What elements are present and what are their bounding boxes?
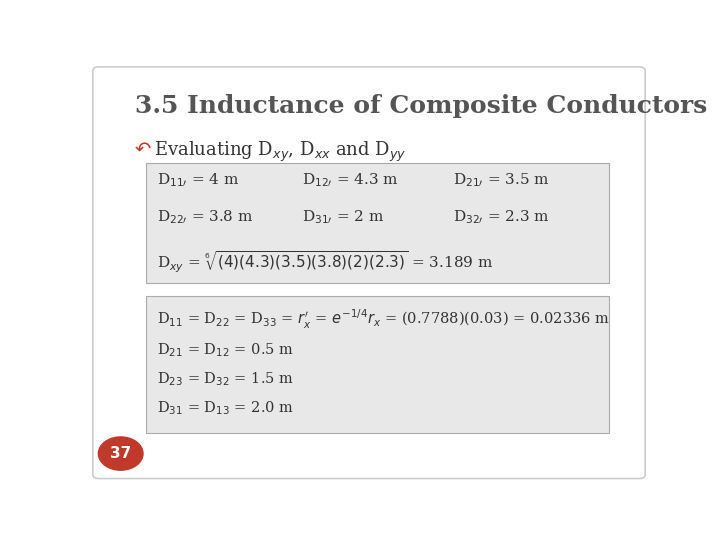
Text: Evaluating D$_{xy}$, D$_{xx}$ and D$_{yy}$: Evaluating D$_{xy}$, D$_{xx}$ and D$_{yy… — [154, 140, 407, 164]
FancyBboxPatch shape — [145, 163, 609, 283]
Text: D$_{11\prime}$ = 4 m: D$_{11\prime}$ = 4 m — [157, 171, 239, 188]
Text: D$_{11}$ = D$_{22}$ = D$_{33}$ = $r^{\prime}_{x}$ = $e^{-1/4}r_{x}$ = (0.7788)(0: D$_{11}$ = D$_{22}$ = D$_{33}$ = $r^{\pr… — [157, 308, 610, 331]
Text: D$_{23}$ = D$_{32}$ = 1.5 m: D$_{23}$ = D$_{32}$ = 1.5 m — [157, 370, 294, 388]
Text: D$_{12\prime}$ = 4.3 m: D$_{12\prime}$ = 4.3 m — [302, 171, 399, 188]
Text: 37: 37 — [110, 446, 131, 461]
Circle shape — [99, 437, 143, 470]
Text: D$_{22\prime}$ = 3.8 m: D$_{22\prime}$ = 3.8 m — [157, 208, 253, 226]
FancyBboxPatch shape — [145, 295, 609, 433]
Text: D$_{31}$ = D$_{13}$ = 2.0 m: D$_{31}$ = D$_{13}$ = 2.0 m — [157, 400, 294, 417]
Text: D$_{21\prime}$ = 3.5 m: D$_{21\prime}$ = 3.5 m — [453, 171, 549, 188]
Text: D$_{xy}$ = $\sqrt[6]{(4)(4.3)(3.5)(3.8)(2)(2.3)}$ = 3.189 m: D$_{xy}$ = $\sqrt[6]{(4)(4.3)(3.5)(3.8)(… — [157, 250, 493, 275]
Text: D$_{31\prime}$ = 2 m: D$_{31\prime}$ = 2 m — [302, 208, 384, 226]
Text: ↶: ↶ — [135, 140, 151, 159]
Text: D$_{21}$ = D$_{12}$ = 0.5 m: D$_{21}$ = D$_{12}$ = 0.5 m — [157, 341, 294, 359]
Text: 3.5 Inductance of Composite Conductors: 3.5 Inductance of Composite Conductors — [135, 94, 707, 118]
Text: D$_{32\prime}$ = 2.3 m: D$_{32\prime}$ = 2.3 m — [453, 208, 549, 226]
FancyBboxPatch shape — [93, 67, 645, 478]
